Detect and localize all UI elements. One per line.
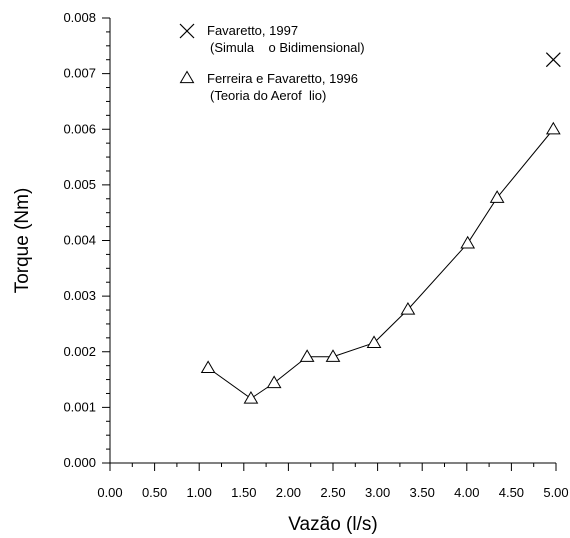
y-tick-label: 0.008 (63, 10, 96, 25)
data-point-triangle (243, 390, 259, 404)
data-point-triangle (200, 360, 216, 374)
x-axis-title: Vazão (l/s) (288, 514, 377, 535)
y-tick-label: 0.007 (63, 66, 96, 81)
data-point-triangle (266, 375, 282, 389)
cross-stroke (179, 23, 195, 39)
legend-sublabel: (Teoria do Aerof lio) (210, 88, 326, 103)
x-tick-label: 1.00 (187, 485, 212, 500)
legend-sublabel: (Simula o Bidimensional) (210, 40, 365, 55)
data-point-triangle (325, 349, 341, 362)
y-tick-label: 0.000 (63, 455, 96, 470)
x-tick-label: 4.00 (454, 485, 479, 500)
data-point-triangle (545, 121, 561, 135)
legend-marker-triangle (179, 70, 195, 84)
data-point-triangle (400, 301, 416, 315)
legend-label: Ferreira e Favaretto, 1996 (207, 71, 358, 86)
tick-labels: 0.000 0.001 0.002 0.003 0.004 0.005 0.006 0.007… (63, 10, 568, 500)
cross-stroke (545, 52, 561, 68)
x-tick-label: 1.50 (231, 485, 256, 500)
data-point-triangle (299, 349, 315, 362)
data-point-triangle (366, 335, 382, 349)
y-tick-label: 0.004 (63, 233, 96, 248)
x-tick-label: 3.50 (410, 485, 435, 500)
y-tick-label: 0.001 (63, 399, 96, 414)
y-tick-label: 0.002 (63, 344, 96, 359)
x-tick-label: 0.50 (142, 485, 167, 500)
y-axis-title: Torque (Nm) (12, 188, 33, 294)
data-point-cross (545, 52, 561, 68)
x-tick-label: 4.50 (499, 485, 524, 500)
x-tick-label: 2.00 (276, 485, 301, 500)
x-tick-label: 0.00 (97, 485, 122, 500)
legend: Favaretto, 1997 (Simula o Bidimensional) F… (179, 23, 365, 103)
data-point-triangle (489, 190, 505, 203)
data-point-triangle (460, 235, 476, 249)
y-tick-label: 0.005 (63, 177, 96, 192)
ticks (102, 17, 557, 471)
y-tick-label: 0.003 (63, 288, 96, 303)
legend-label: Favaretto, 1997 (207, 23, 298, 38)
x-tick-label: 2.50 (320, 485, 345, 500)
y-tick-label: 0.006 (63, 121, 96, 136)
legend-marker-cross (179, 23, 195, 39)
series-layer (200, 52, 561, 404)
x-tick-label: 5.00 (543, 485, 568, 500)
x-tick-label: 3.00 (365, 485, 390, 500)
series-line-1 (207, 128, 554, 400)
